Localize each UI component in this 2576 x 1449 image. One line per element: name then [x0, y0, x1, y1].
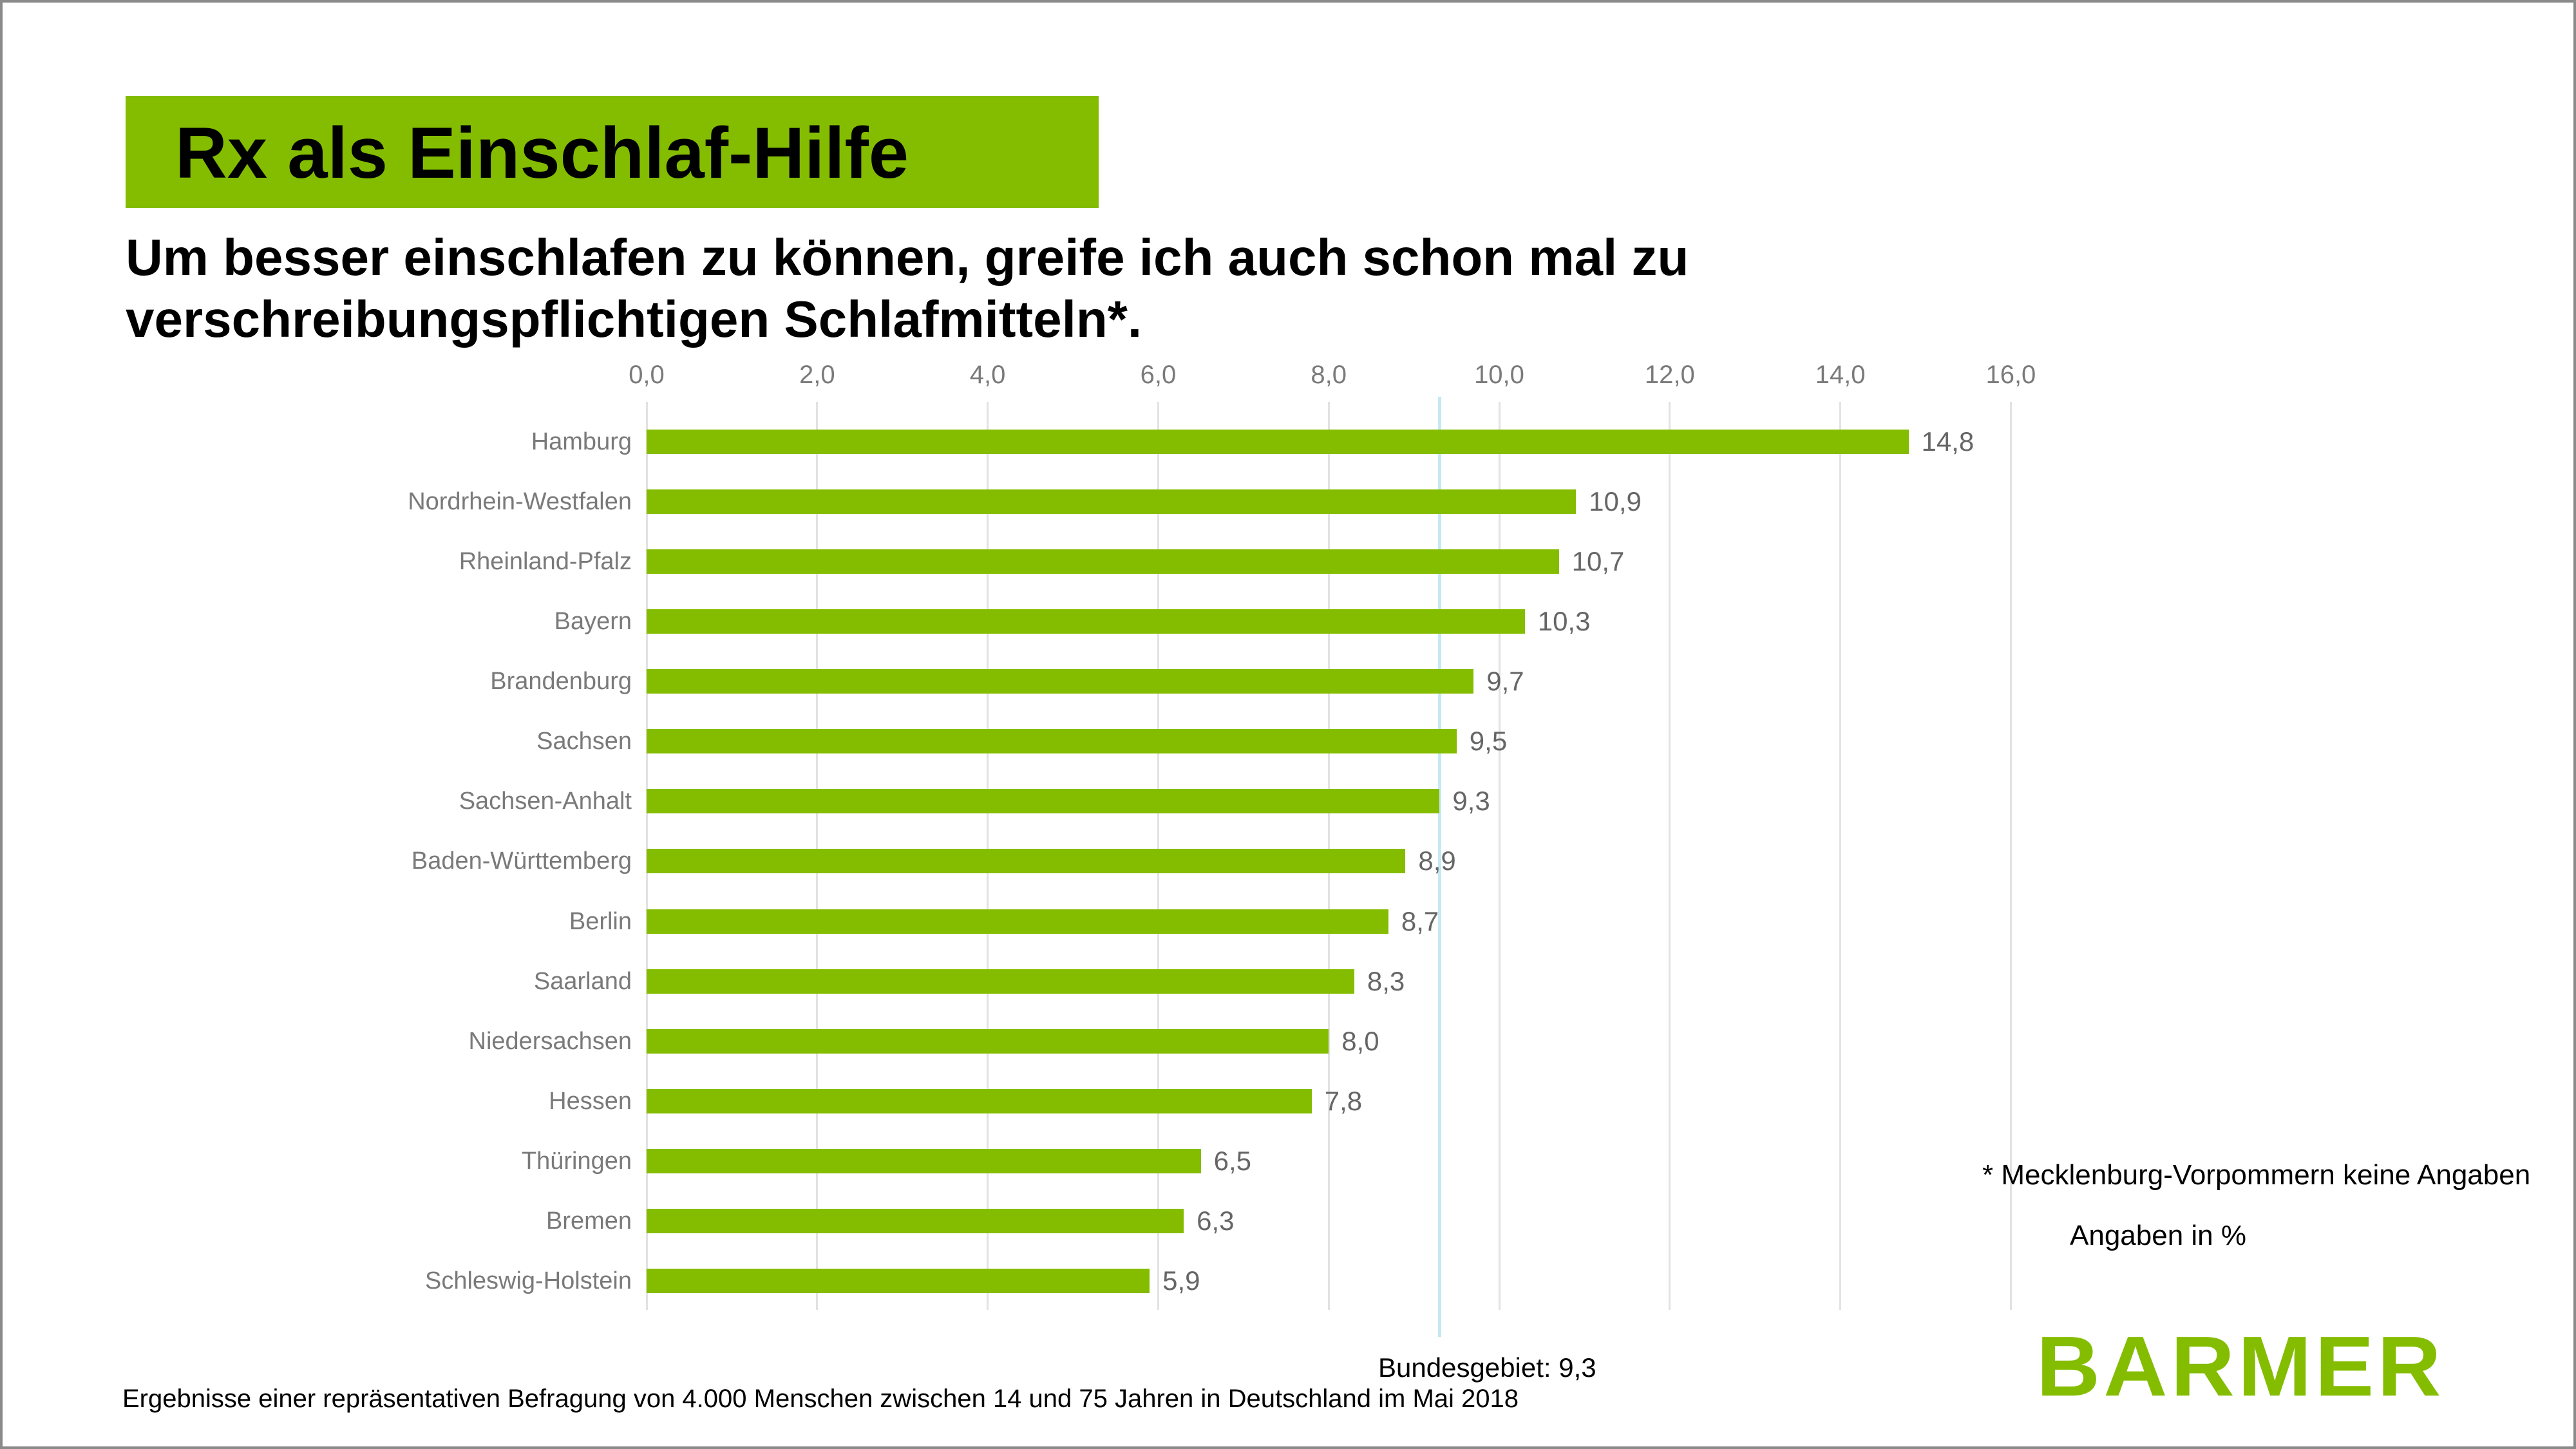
value-label-Berlin: 8,7 — [1401, 905, 1439, 936]
x-axis-tick-12,0: 12,0 — [1644, 361, 1695, 389]
bar-Bayern — [647, 609, 1525, 634]
value-label-Bremen: 6,3 — [1197, 1205, 1235, 1236]
title-banner: Rx als Einschlaf-Hilfe — [126, 96, 1099, 208]
category-label-Bayern: Bayern — [554, 608, 632, 636]
value-label-Niedersachsen: 8,0 — [1341, 1025, 1379, 1056]
value-label-Brandenburg: 9,7 — [1486, 666, 1524, 697]
category-label-Bremen: Bremen — [545, 1207, 632, 1235]
bar-Sachsen — [647, 729, 1457, 754]
bar-Rheinland-Pfalz — [647, 549, 1559, 574]
bar-Saarland — [647, 969, 1354, 994]
bar-Sachsen-Anhalt — [647, 789, 1440, 814]
value-label-Nordrhein-Westfalen: 10,9 — [1589, 486, 1642, 517]
value-label-Sachsen: 9,5 — [1469, 726, 1508, 757]
bar-Bremen — [647, 1208, 1184, 1233]
value-label-Hessen: 7,8 — [1324, 1085, 1363, 1116]
reference-line-label: Bundesgebiet: 9,3 — [1378, 1352, 1596, 1383]
category-label-Nordrhein-Westfalen: Nordrhein-Westfalen — [408, 488, 632, 516]
subtitle-line-1: Um besser einschlafen zu können, greife … — [126, 229, 1689, 286]
value-label-Hamburg: 14,8 — [1921, 426, 1975, 457]
gridline-14,0 — [1839, 402, 1842, 1310]
x-axis-tick-6,0: 6,0 — [1140, 361, 1177, 389]
value-label-Sachsen-Anhalt: 9,3 — [1452, 786, 1490, 817]
x-axis-tick-4,0: 4,0 — [969, 361, 1006, 389]
bar-chart: 0,0 2,0 4,0 6,0 8,0 10,0 12,0 14,0 16,0 Hamburg 14… — [3, 3, 2573, 1446]
x-axis-tick-14,0: 14,0 — [1815, 361, 1866, 389]
value-label-Bayern: 10,3 — [1537, 606, 1591, 637]
value-label-Schleswig-Holstein: 5,9 — [1162, 1265, 1200, 1296]
category-label-Hamburg: Hamburg — [531, 428, 632, 455]
x-axis-tick-8,0: 8,0 — [1311, 361, 1347, 389]
bar-Thüringen — [647, 1148, 1201, 1173]
x-axis-tick-2,0: 2,0 — [799, 361, 835, 389]
value-label-Thüringen: 6,5 — [1213, 1145, 1251, 1176]
source-note: Ergebnisse einer repräsentativen Befragu… — [122, 1385, 1519, 1413]
category-label-Thüringen: Thüringen — [521, 1147, 632, 1175]
barmer-logo: BARMER — [2036, 1319, 2445, 1414]
category-label-Berlin: Berlin — [569, 907, 632, 935]
category-label-Sachsen: Sachsen — [536, 728, 632, 755]
category-label-Saarland: Saarland — [533, 967, 632, 995]
subtitle-line-2: verschreibungspflichtigen Schlafmitteln*… — [126, 290, 1142, 348]
bar-Schleswig-Holstein — [647, 1268, 1150, 1293]
value-label-Baden-Württemberg: 8,9 — [1418, 846, 1456, 876]
value-label-Rheinland-Pfalz: 10,7 — [1571, 546, 1625, 577]
bar-Nordrhein-Westfalen — [647, 489, 1577, 515]
gridline-16,0 — [2009, 402, 2012, 1310]
category-label-Brandenburg: Brandenburg — [490, 668, 632, 696]
x-axis-tick-16,0: 16,0 — [1985, 361, 2036, 389]
value-label-Saarland: 8,3 — [1367, 965, 1405, 996]
category-label-Schleswig-Holstein: Schleswig-Holstein — [424, 1267, 632, 1294]
bundesgebiet-reference-line — [1437, 397, 1441, 1337]
category-label-Hessen: Hessen — [549, 1087, 632, 1115]
category-label-Baden-Württemberg: Baden-Württemberg — [411, 848, 632, 875]
bar-Brandenburg — [647, 669, 1474, 694]
page-title: Rx als Einschlaf-Hilfe — [175, 113, 909, 193]
category-label-Rheinland-Pfalz: Rheinland-Pfalz — [459, 548, 632, 576]
footnote-mecklenburg: * Mecklenburg-Vorpommern keine Angaben — [1982, 1159, 2531, 1191]
category-label-Niedersachsen: Niedersachsen — [468, 1027, 632, 1055]
bar-Baden-Württemberg — [647, 849, 1406, 874]
gridline-10,0 — [1498, 402, 1501, 1310]
category-label-Sachsen-Anhalt: Sachsen-Anhalt — [459, 788, 632, 815]
bar-Hamburg — [647, 430, 1909, 454]
x-axis-tick-0,0: 0,0 — [629, 361, 665, 389]
chart-subtitle: Um besser einschlafen zu können, greife … — [126, 227, 1689, 350]
bar-Hessen — [647, 1088, 1312, 1113]
x-axis-tick-10,0: 10,0 — [1474, 361, 1524, 389]
gridline-12,0 — [1669, 402, 1671, 1310]
bar-Niedersachsen — [647, 1028, 1329, 1054]
footnote-units: Angaben in % — [2070, 1220, 2246, 1251]
bar-Berlin — [647, 909, 1388, 934]
